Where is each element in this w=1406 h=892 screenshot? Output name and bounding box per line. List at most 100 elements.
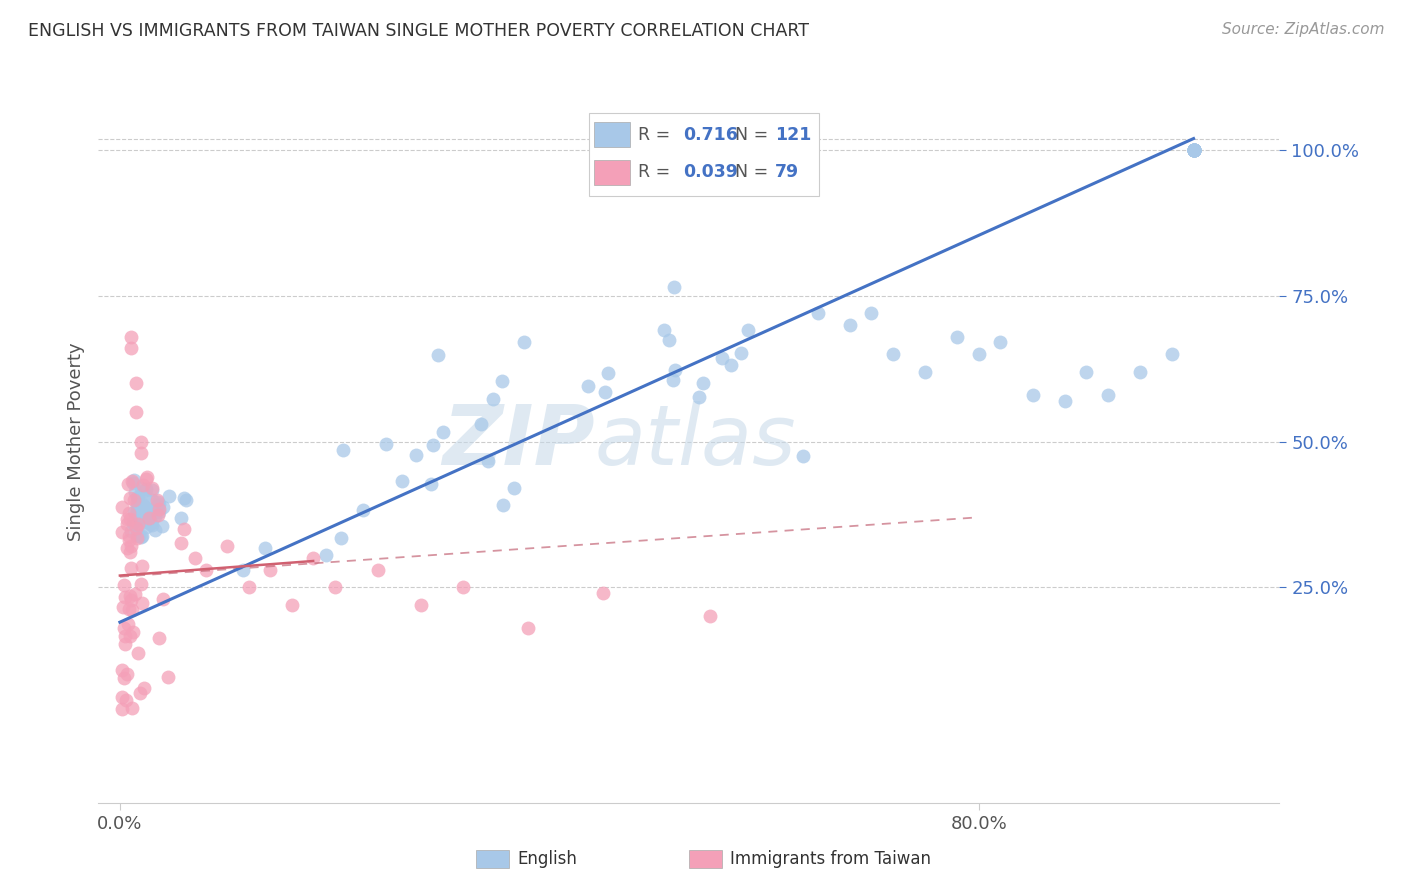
Point <box>1182 143 1205 157</box>
Point <box>131 498 153 512</box>
Point <box>129 577 152 591</box>
Point <box>914 365 936 379</box>
Point <box>135 519 157 533</box>
Point <box>125 503 148 517</box>
Point <box>131 559 153 574</box>
Point <box>112 600 135 615</box>
Point <box>120 540 142 554</box>
Point <box>492 499 515 513</box>
Point <box>141 481 163 495</box>
Point <box>121 476 143 491</box>
Point <box>737 323 759 337</box>
Point <box>129 481 152 495</box>
Point <box>134 490 156 504</box>
Text: 0.716: 0.716 <box>683 126 738 144</box>
Point <box>128 506 150 520</box>
Point <box>120 329 142 343</box>
Point <box>426 348 449 362</box>
Point <box>315 548 337 562</box>
Point <box>112 671 135 685</box>
Point <box>118 512 141 526</box>
Bar <box>595 160 630 185</box>
Point <box>118 629 141 643</box>
Point <box>134 681 156 695</box>
Point <box>120 561 142 575</box>
Point <box>138 502 160 516</box>
Point <box>132 484 155 499</box>
Text: N =: N = <box>724 163 775 181</box>
Point <box>124 505 146 519</box>
Point <box>131 529 153 543</box>
Point <box>127 647 149 661</box>
Point <box>1182 143 1205 157</box>
Point <box>118 528 141 542</box>
Point <box>125 491 148 505</box>
Point <box>1053 393 1076 408</box>
Point <box>1021 388 1043 402</box>
Text: Immigrants from Taiwan: Immigrants from Taiwan <box>730 850 931 868</box>
Point <box>323 580 346 594</box>
Point <box>352 502 374 516</box>
Point <box>118 507 141 521</box>
Point <box>121 475 143 489</box>
Point <box>131 516 153 530</box>
Point <box>302 551 325 566</box>
Point <box>127 491 149 506</box>
Point <box>453 580 475 594</box>
Point <box>217 540 239 554</box>
Point <box>131 446 153 460</box>
Point <box>117 617 139 632</box>
Point <box>157 489 180 503</box>
Point <box>432 425 454 439</box>
Point <box>131 434 153 449</box>
Point <box>132 478 155 492</box>
Point <box>1182 143 1205 157</box>
Point <box>711 351 734 365</box>
Point <box>152 500 174 514</box>
Point <box>125 519 148 533</box>
Point <box>129 530 152 544</box>
Point <box>127 517 149 532</box>
Point <box>125 405 148 419</box>
Point <box>115 512 138 526</box>
Point <box>142 501 165 516</box>
Bar <box>595 122 630 147</box>
Point <box>122 493 145 508</box>
Point <box>730 346 752 360</box>
Point <box>145 504 167 518</box>
Point <box>254 541 277 555</box>
Point <box>121 625 143 640</box>
Point <box>115 541 138 556</box>
Point <box>141 516 163 530</box>
Point <box>839 318 862 332</box>
Point <box>157 670 180 684</box>
Point <box>652 323 675 337</box>
Point <box>127 492 149 507</box>
Point <box>127 505 149 519</box>
Point <box>127 505 149 519</box>
Point <box>114 590 136 604</box>
Point <box>332 443 354 458</box>
Point <box>135 469 157 483</box>
Point <box>136 505 159 519</box>
Point <box>125 528 148 542</box>
Point <box>1182 143 1205 157</box>
Point <box>127 531 149 545</box>
Point <box>135 472 157 486</box>
Point <box>114 636 136 650</box>
Point <box>1097 388 1119 402</box>
Point <box>988 335 1011 350</box>
Point <box>118 545 141 559</box>
Point <box>150 519 173 533</box>
Point <box>174 493 197 508</box>
Point <box>422 438 444 452</box>
Text: 0.039: 0.039 <box>683 163 738 181</box>
Point <box>503 481 526 495</box>
Point <box>129 686 152 700</box>
Point <box>1182 143 1205 157</box>
Point <box>259 563 281 577</box>
Point <box>946 329 969 343</box>
Point <box>409 598 432 612</box>
Point <box>658 333 681 347</box>
Point <box>420 476 443 491</box>
